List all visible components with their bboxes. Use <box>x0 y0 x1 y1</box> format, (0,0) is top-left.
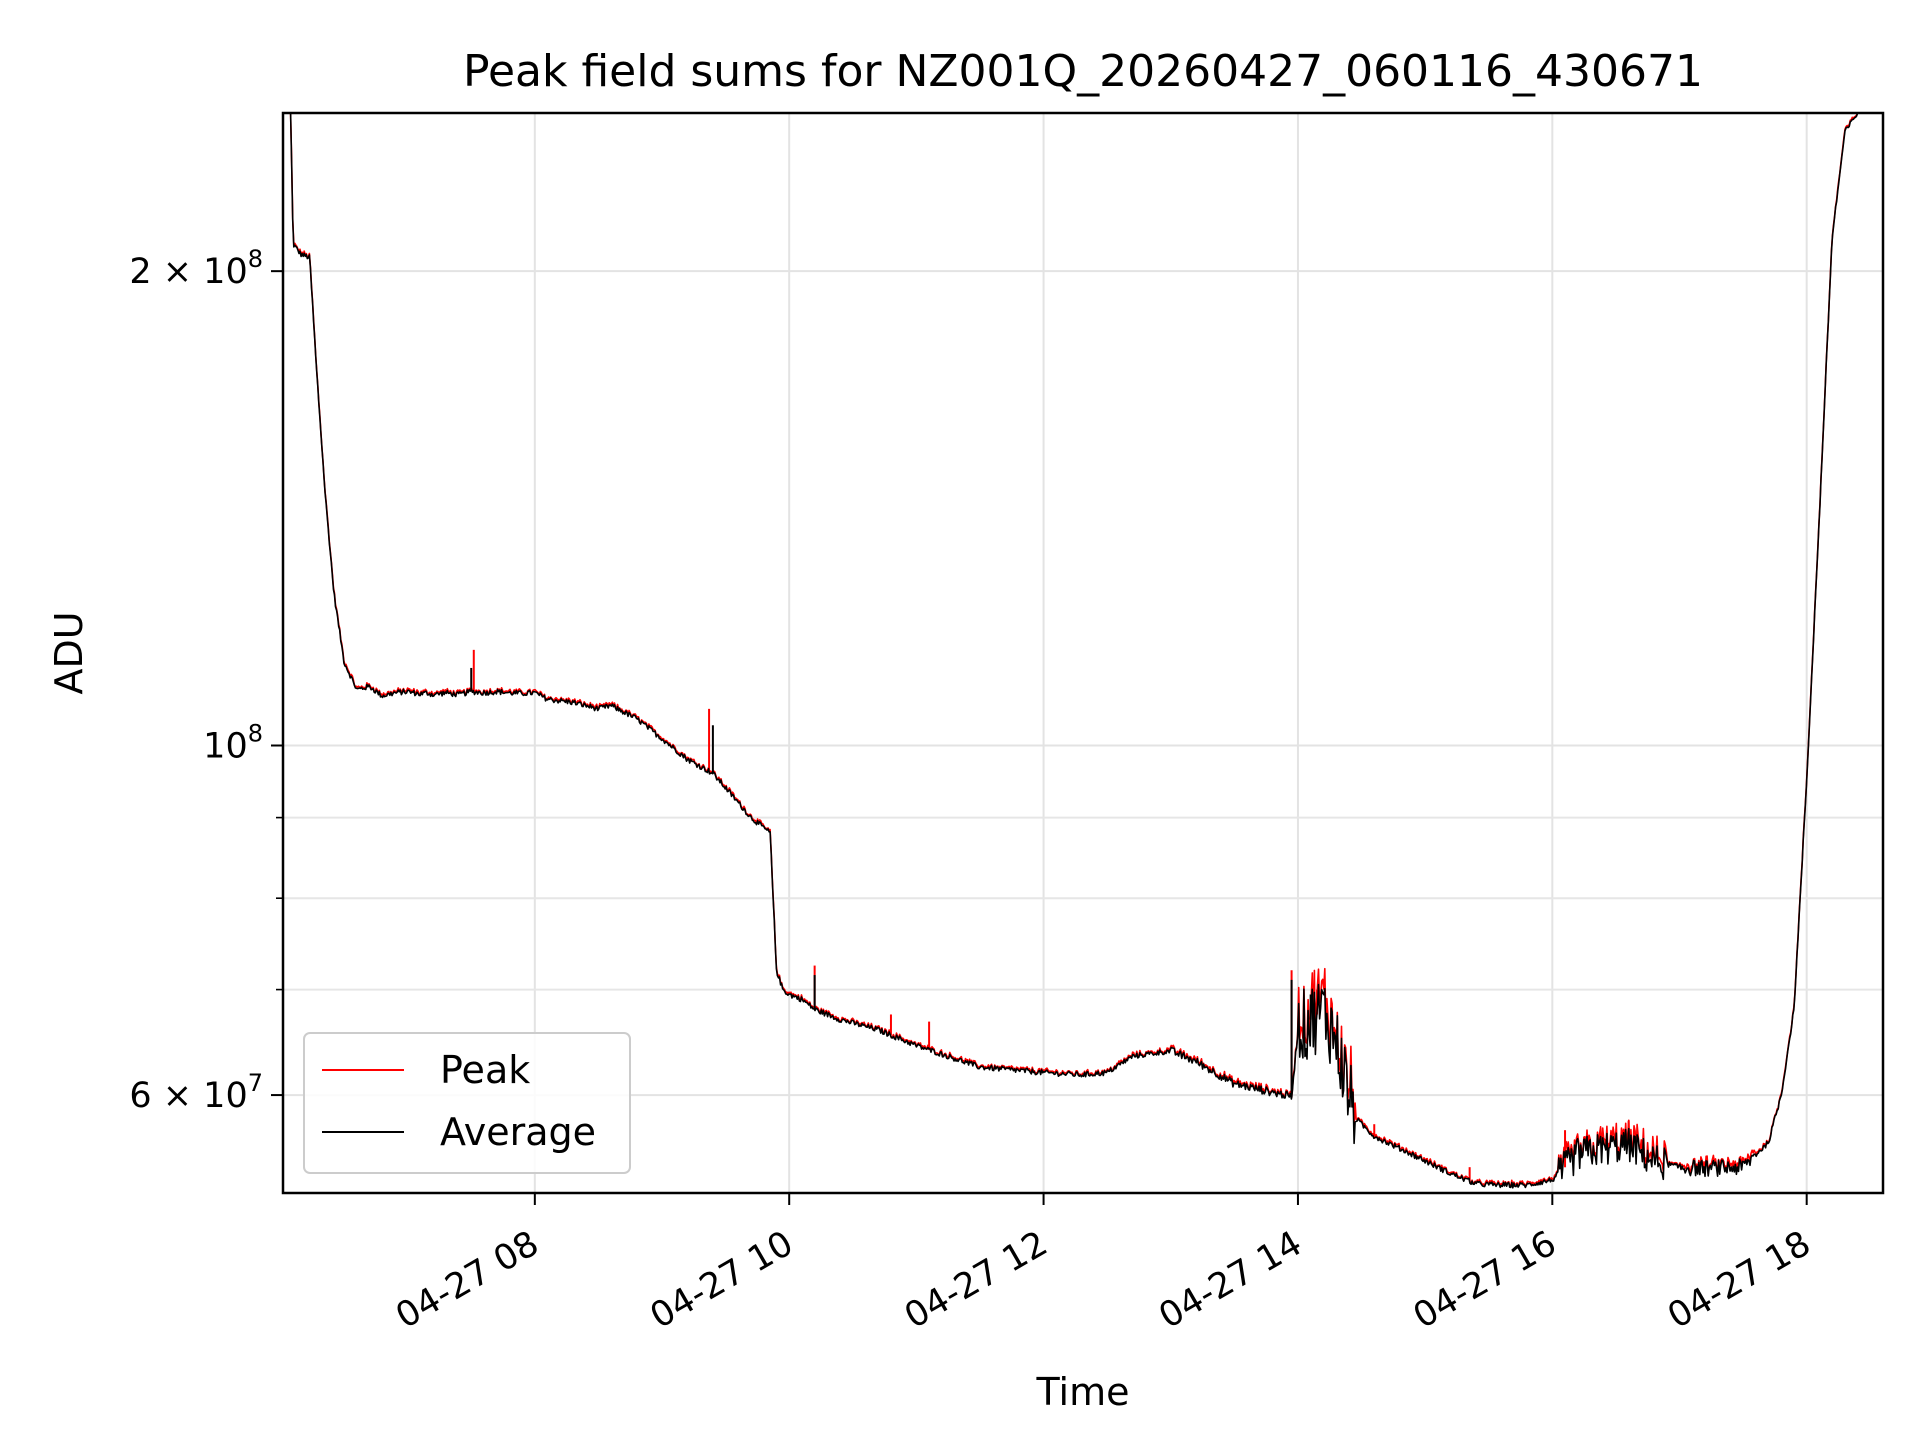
legend: Peak Average <box>303 1032 631 1174</box>
y-axis-label: ADU <box>47 611 91 694</box>
x-axis-label: Time <box>1036 1370 1130 1414</box>
y-tick-label: 108 <box>203 719 263 766</box>
y-axis-ticks: 6 × 107 108 2 × 108 <box>129 245 283 1116</box>
series-average-line <box>289 112 1859 1189</box>
plot-series <box>289 112 1859 1189</box>
legend-peak-label: Peak <box>440 1048 530 1092</box>
chart-title: Peak field sums for NZ001Q_20260427_0601… <box>463 46 1703 97</box>
y-tick-label: 6 × 107 <box>129 1069 263 1116</box>
grid <box>283 113 1883 1193</box>
legend-average-label: Average <box>440 1110 596 1154</box>
legend-box <box>303 1032 631 1174</box>
y-tick-label: 2 × 108 <box>129 245 263 292</box>
plot-frame <box>281 111 1885 1195</box>
